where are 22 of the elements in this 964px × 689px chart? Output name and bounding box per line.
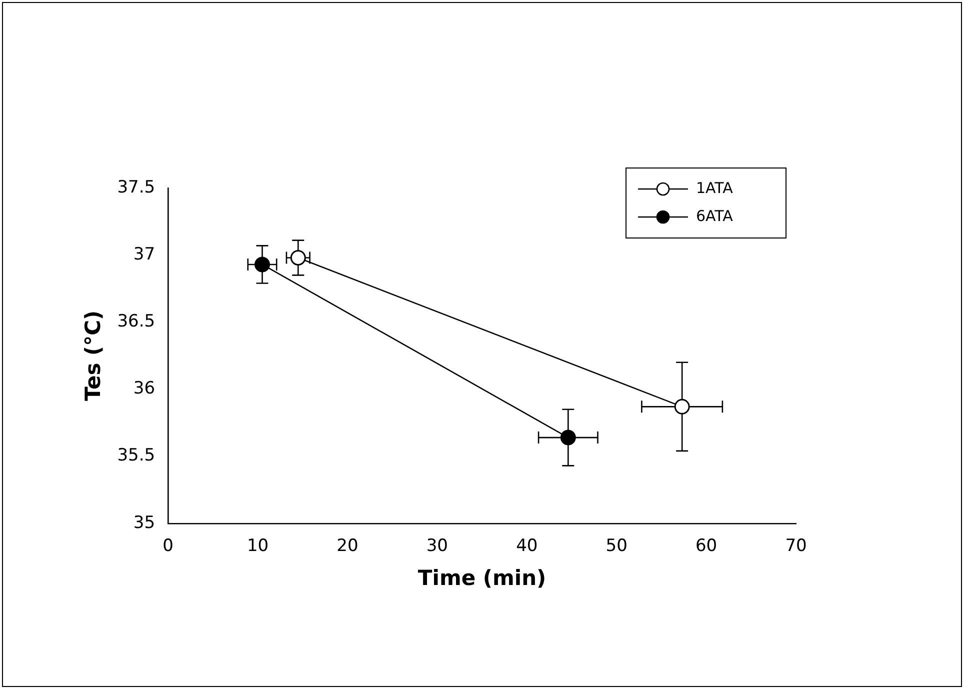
x-tick-label: 70 xyxy=(785,536,807,556)
x-tick-label: 0 xyxy=(162,536,174,556)
legend-label: 6ATA xyxy=(696,206,734,225)
point xyxy=(290,250,306,266)
x-tick-label: 60 xyxy=(695,536,718,556)
legend-label: 1ATA xyxy=(696,178,734,197)
x-tick-label: 30 xyxy=(426,536,448,556)
x-tick-label: 40 xyxy=(516,536,538,556)
point xyxy=(674,398,690,414)
y-tick-label: 35.5 xyxy=(117,446,156,466)
point xyxy=(254,256,270,272)
x-tick-label: 10 xyxy=(246,536,269,556)
y-tick-label: 36 xyxy=(133,378,156,399)
x-tick-label: 20 xyxy=(336,536,358,556)
y-tick-label: 35 xyxy=(133,512,156,533)
y-tick-label: 36.5 xyxy=(117,312,156,332)
x-axis-title: Time (min) xyxy=(418,566,546,590)
y-tick-label: 37 xyxy=(133,244,156,264)
y-axis-title: Tes (°C) xyxy=(81,310,106,402)
y-tick-label: 37.5 xyxy=(117,177,156,198)
point xyxy=(560,430,576,446)
x-tick-label: 50 xyxy=(606,536,628,556)
